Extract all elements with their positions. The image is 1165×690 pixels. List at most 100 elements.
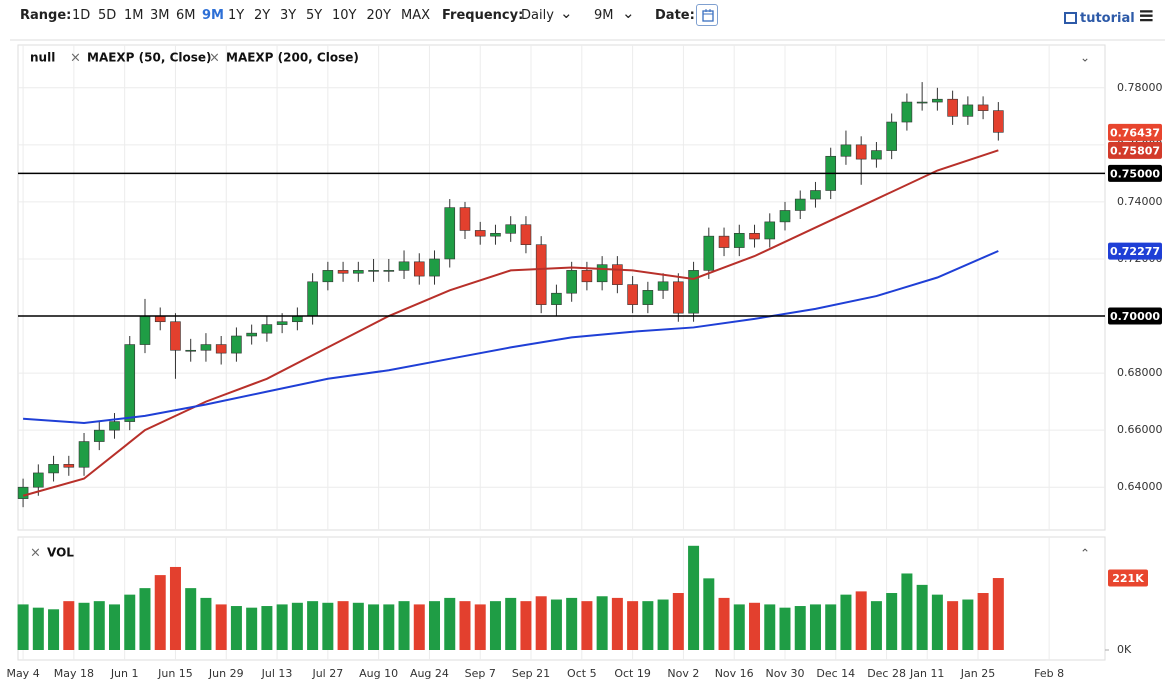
range-button[interactable]: 10Y xyxy=(332,8,357,23)
range-button[interactable]: 5Y xyxy=(306,8,323,23)
calendar-button[interactable] xyxy=(696,4,718,26)
volume-bar xyxy=(322,602,334,650)
candle-body xyxy=(215,344,227,354)
candle-body xyxy=(231,335,242,354)
candle-body xyxy=(292,315,303,323)
range-button[interactable]: MAX xyxy=(401,8,431,23)
candle-body xyxy=(154,315,166,323)
range-button[interactable]: 3M xyxy=(150,8,170,23)
volume-bar xyxy=(246,607,258,650)
price-marker-label: 0.75000 xyxy=(1110,167,1160,180)
candle-body xyxy=(749,232,760,240)
volume-bar xyxy=(230,606,242,650)
x-tick-label: Jun 29 xyxy=(208,667,244,680)
volume-bar xyxy=(718,597,730,650)
moving-average-line xyxy=(23,250,999,425)
candle-body xyxy=(642,290,654,305)
volume-marker-label: 221K xyxy=(1112,572,1144,585)
volume-bar xyxy=(825,604,837,650)
range-button[interactable]: 5D xyxy=(98,8,117,23)
volume-bar xyxy=(733,604,745,650)
y-tick-label: 0.78000 xyxy=(1117,81,1163,94)
x-tick-label: Nov 30 xyxy=(766,667,805,680)
price-marker-label: 0.76437 xyxy=(1110,126,1160,139)
remove-icon[interactable]: × xyxy=(209,51,220,66)
period-select[interactable]: 9M xyxy=(594,8,614,23)
remove-icon[interactable]: × xyxy=(70,51,81,66)
x-tick-label: Sep 7 xyxy=(465,667,496,680)
legend-ma200: MAEXP (200, Close) xyxy=(226,51,359,65)
volume-bar xyxy=(459,601,471,650)
volume-bar xyxy=(703,578,715,650)
moving-average-line xyxy=(22,149,999,497)
volume-bar xyxy=(383,604,395,650)
candle-body xyxy=(932,98,943,103)
legend-volume: VOL xyxy=(47,546,74,560)
candle-body xyxy=(871,150,882,160)
x-tick-label: Sep 21 xyxy=(512,667,550,680)
volume-bar xyxy=(870,601,882,650)
y-tick-label: 0.66000 xyxy=(1117,423,1163,436)
candle-body xyxy=(520,224,532,246)
collapse-button[interactable]: ⌄ xyxy=(1080,51,1090,65)
price-marker-label: 0.70000 xyxy=(1110,310,1160,323)
range-button[interactable]: 6M xyxy=(176,8,196,23)
x-tick-label: Jun 15 xyxy=(157,667,193,680)
range-button[interactable]: 20Y xyxy=(366,8,391,23)
volume-bar xyxy=(688,545,700,650)
volume-marker-box xyxy=(1108,569,1148,587)
candle-body xyxy=(627,284,638,305)
range-button[interactable]: 3Y xyxy=(280,8,297,23)
candle-body xyxy=(200,344,212,351)
volume-bar xyxy=(611,597,623,650)
volume-bar xyxy=(307,601,319,650)
candle-body xyxy=(779,210,791,223)
toolbar: Range: 1D 5D 1M 3M 6M 9M 1Y 2Y 3Y 5Y 10Y 20Y MAX Fre… xyxy=(0,0,1165,34)
volume-bar xyxy=(337,601,349,650)
x-tick-label: Feb 8 xyxy=(1034,667,1064,680)
candle-body xyxy=(109,421,120,431)
chevron: ⌄ xyxy=(560,4,573,22)
candle-body xyxy=(688,270,699,314)
candle-body xyxy=(322,270,334,283)
volume-bar xyxy=(962,599,974,650)
range-button[interactable]: 2Y xyxy=(254,8,271,23)
candle-body xyxy=(764,221,776,240)
volume-bar xyxy=(276,604,288,650)
chevron: ⌄ xyxy=(622,4,635,22)
volume-bar xyxy=(93,601,105,650)
volume-bar xyxy=(779,607,791,650)
volume-bar xyxy=(78,602,90,650)
price-marker-label: 0.75807 xyxy=(1110,144,1160,157)
tutorial-link[interactable]: tutorial xyxy=(1080,11,1135,26)
volume-bar xyxy=(489,601,501,650)
volume-bar xyxy=(109,604,121,650)
candle-body xyxy=(840,144,852,157)
candle-body xyxy=(429,258,440,277)
x-tick-label: Nov 16 xyxy=(715,667,754,680)
candle-body xyxy=(93,429,105,442)
range-button[interactable]: 1M xyxy=(124,8,144,23)
candle-body xyxy=(886,121,897,151)
x-tick-label: Oct 19 xyxy=(614,667,651,680)
range-button[interactable]: 1D xyxy=(72,8,91,23)
volume-bar xyxy=(63,601,75,650)
expand-button[interactable]: ⌃ xyxy=(1080,547,1090,561)
range-button[interactable]: 1Y xyxy=(228,8,245,23)
remove-icon[interactable]: × xyxy=(30,546,41,561)
volume-bar xyxy=(444,597,456,650)
volume-bar xyxy=(886,593,898,650)
range-button[interactable]: 9M xyxy=(202,8,224,23)
candle-body xyxy=(596,264,608,283)
volume-panel xyxy=(17,536,1106,661)
candle-body xyxy=(33,472,44,488)
frequency-select[interactable]: Daily xyxy=(521,8,554,23)
volume-bar xyxy=(627,601,639,650)
volume-bar xyxy=(429,601,441,650)
volume-bar xyxy=(535,596,547,650)
volume-bar xyxy=(596,596,608,650)
volume-bar xyxy=(124,594,136,650)
candle-body xyxy=(566,270,577,294)
menu-button[interactable]: ≡ xyxy=(1138,3,1155,27)
